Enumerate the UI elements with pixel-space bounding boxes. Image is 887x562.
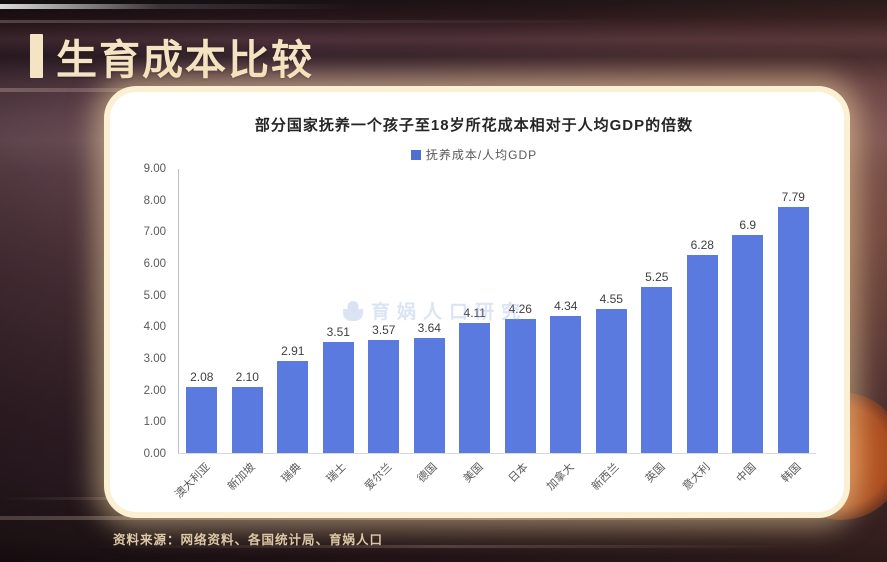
x-axis-label: 新加坡 <box>226 461 258 493</box>
y-tick-label: 6.00 <box>143 258 166 270</box>
page-header: 生育成本比较 <box>30 26 314 86</box>
bar-value-label: 3.57 <box>372 323 396 338</box>
bar-value-label: 2.91 <box>281 344 305 359</box>
bar <box>413 338 445 453</box>
plot-area: 2.08 澳大利亚 2.10 新加坡 2.91 瑞典 3.51 瑞士 3.57 爱尔兰 3.64 德国… <box>173 169 817 501</box>
x-axis-label: 瑞典 <box>279 461 304 486</box>
x-axis-label: 加拿大 <box>544 461 577 493</box>
bar <box>322 342 354 453</box>
x-axis-label: 新西兰 <box>590 461 622 493</box>
bar <box>686 254 718 453</box>
chart-title: 部分国家抚养一个孩子至18岁所花成本相对于人均GDP的倍数 <box>254 117 694 134</box>
chart-card: 部分国家抚养一个孩子至18岁所花成本相对于人均GDP的倍数 抚养成本/人均GDP… <box>110 92 844 512</box>
bar <box>277 361 309 453</box>
bar-value-label: 4.34 <box>554 299 578 314</box>
bar-group: 3.57 爱尔兰 <box>361 169 407 493</box>
bar <box>641 287 673 453</box>
bar-group: 4.26 日本 <box>498 169 544 485</box>
bar-value-label: 4.11 <box>463 306 486 321</box>
bar-group: 4.55 新西兰 <box>589 169 635 493</box>
bar-value-label: 3.51 <box>326 325 350 340</box>
bar-group: 4.11 美国 <box>452 169 498 485</box>
bar <box>231 386 263 453</box>
bar-value-label: 4.55 <box>599 292 623 307</box>
bar <box>459 323 491 453</box>
bar <box>368 340 400 453</box>
y-tick-label: 4.00 <box>143 321 166 334</box>
chart-region: 0.00 1.00 2.00 3.00 4.00 5.00 6.00 7.00 8.00 9.00… <box>128 163 820 501</box>
chart-legend: 抚养成本/人均GDP <box>128 146 820 163</box>
bar-group: 2.10 新加坡 <box>225 169 271 493</box>
bar <box>550 316 582 453</box>
x-axis-label: 美国 <box>461 461 486 486</box>
bar-value-label: 6.9 <box>739 218 757 233</box>
legend-swatch-icon <box>410 149 421 160</box>
y-tick-label: 7.00 <box>143 226 166 239</box>
y-tick-label: 0.00 <box>143 448 166 460</box>
bar-group: 2.08 澳大利亚 <box>173 169 225 501</box>
y-tick-label: 1.00 <box>143 416 166 429</box>
x-axis-label: 中国 <box>734 461 759 486</box>
bar-group: 7.79 韩国 <box>771 169 817 485</box>
source-note: 资料来源：网络资料、各国统计局、育娲人口 <box>113 533 384 547</box>
y-axis: 0.00 1.00 2.00 3.00 4.00 5.00 6.00 7.00 8.00 9.00 <box>128 163 172 460</box>
y-tick-label: 8.00 <box>143 194 166 207</box>
x-axis-label: 日本 <box>506 461 531 486</box>
bar-group: 6.9 中国 <box>725 169 771 485</box>
y-tick-label: 5.00 <box>143 289 166 302</box>
x-axis-label: 韩国 <box>779 461 804 486</box>
bar-group: 6.28 意大利 <box>680 169 726 493</box>
bar-value-label: 2.08 <box>190 370 214 385</box>
bar-group: 4.34 加拿大 <box>543 169 589 493</box>
bar-group: 2.91 瑞典 <box>270 169 316 485</box>
bar-group: 3.51 瑞士 <box>316 169 362 485</box>
x-axis-label: 英国 <box>643 461 668 486</box>
bar-value-label: 6.28 <box>690 237 714 252</box>
bar-group: 5.25 英国 <box>634 169 680 485</box>
bar-value-label: 3.64 <box>417 321 441 336</box>
bar-value-label: 4.26 <box>508 301 532 316</box>
y-tick-label: 2.00 <box>143 384 166 397</box>
x-axis-label: 瑞士 <box>324 461 349 486</box>
y-tick-label: 9.00 <box>143 163 166 175</box>
bar-value-label: 5.25 <box>645 270 669 285</box>
x-axis-label: 澳大利亚 <box>172 461 213 501</box>
bar-value-label: 2.10 <box>235 369 259 384</box>
bar <box>732 235 764 453</box>
page-title: 生育成本比较 <box>56 37 314 83</box>
y-tick-label: 3.00 <box>143 353 166 365</box>
legend-label: 抚养成本/人均GDP <box>425 148 538 162</box>
bar <box>777 207 809 453</box>
x-axis-label: 意大利 <box>681 461 713 493</box>
x-axis-label: 德国 <box>415 461 440 486</box>
bar-group: 3.64 德国 <box>407 169 453 485</box>
bar-value-label: 7.79 <box>781 190 805 205</box>
x-axis-label: 爱尔兰 <box>362 461 395 493</box>
title-accent-bar <box>30 34 43 78</box>
bar <box>595 309 627 453</box>
bar <box>186 387 218 453</box>
bar <box>504 318 536 453</box>
